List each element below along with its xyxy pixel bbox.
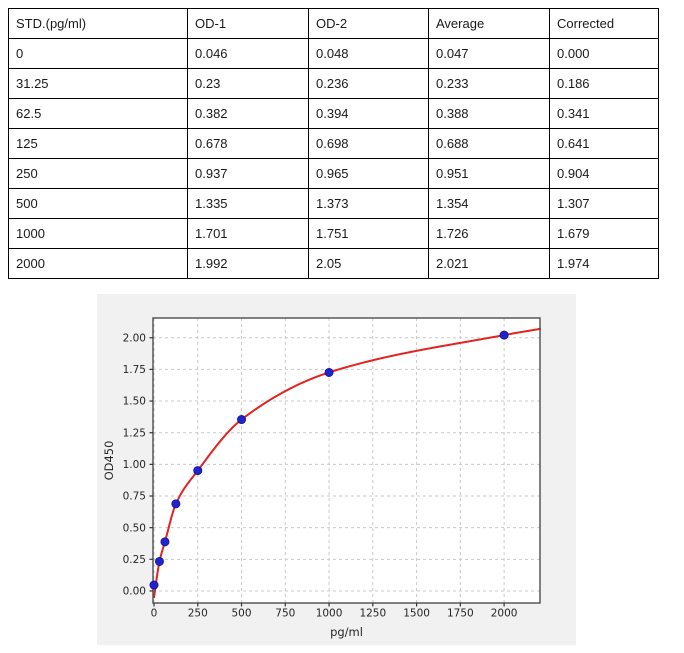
y-tick-label: 2.00 <box>123 332 146 344</box>
table-cell: 1.354 <box>428 188 550 219</box>
table-row: 125 0.678 0.698 0.688 0.641 <box>8 128 659 159</box>
table-row: 2000 1.992 2.05 2.021 1.974 <box>8 248 659 279</box>
y-tick-label: 1.25 <box>123 427 146 439</box>
column-header: OD-2 <box>308 8 429 39</box>
table-row: 500 1.335 1.373 1.354 1.307 <box>8 188 659 219</box>
table-cell: 31.25 <box>8 68 188 99</box>
x-tick-label: 750 <box>275 608 295 620</box>
table-cell: 0.937 <box>187 158 309 189</box>
y-axis-label: OD450 <box>102 441 116 481</box>
standard-curve-chart: 0 250 500 750 1000 1250 1500 1750 2000 0.00 0.25 0.… <box>97 294 576 645</box>
table-cell: 2000 <box>8 248 188 279</box>
data-point <box>160 537 170 547</box>
table-cell: 0.048 <box>308 38 429 69</box>
table-row: 31.25 0.23 0.236 0.233 0.186 <box>8 68 659 99</box>
x-tick-label: 1250 <box>359 608 386 620</box>
table-cell: 1.307 <box>549 188 659 219</box>
y-tick-label: 0.00 <box>123 586 146 598</box>
table-cell: 2.021 <box>428 248 550 279</box>
table-cell: 62.5 <box>8 98 188 129</box>
x-tick-label: 0 <box>151 608 158 620</box>
data-point <box>171 499 181 509</box>
table-cell: 1000 <box>8 218 188 249</box>
table-cell: 0.000 <box>549 38 659 69</box>
table-cell: 0.23 <box>187 68 309 99</box>
table-cell: 0.046 <box>187 38 309 69</box>
y-tick-label: 1.75 <box>123 364 146 376</box>
data-point <box>324 367 334 377</box>
table-cell: 0.951 <box>428 158 550 189</box>
table-cell: 0.186 <box>549 68 659 99</box>
table-cell: 125 <box>8 128 188 159</box>
table-cell: 0.382 <box>187 98 309 129</box>
table-cell: 1.679 <box>549 218 659 249</box>
x-tick-label: 500 <box>232 608 252 620</box>
table-cell: 0.236 <box>308 68 429 99</box>
x-tick-label: 1750 <box>447 608 474 620</box>
table-cell: 1.335 <box>187 188 309 219</box>
data-point <box>154 556 164 566</box>
plot-area <box>153 318 540 603</box>
table-row: 1000 1.701 1.751 1.726 1.679 <box>8 218 659 249</box>
table-cell: 1.726 <box>428 218 550 249</box>
table-cell: 0.233 <box>428 68 550 99</box>
data-point <box>193 466 203 476</box>
table-cell: 0.965 <box>308 158 429 189</box>
table-cell: 2.05 <box>308 248 429 279</box>
x-axis-label: pg/ml <box>330 625 363 639</box>
x-tick-label: 2000 <box>491 608 518 620</box>
table-cell: 0.047 <box>428 38 550 69</box>
y-tick-label: 0.25 <box>123 554 146 566</box>
column-header: Corrected <box>549 8 659 39</box>
standard-curve-figure: 0 250 500 750 1000 1250 1500 1750 2000 0.00 0.25 0.… <box>97 294 576 645</box>
y-tick-label: 0.75 <box>123 491 146 503</box>
y-tick-label: 1.50 <box>123 396 146 408</box>
data-point <box>149 580 159 590</box>
table-cell: 0 <box>8 38 188 69</box>
table-cell: 0.394 <box>308 98 429 129</box>
y-tick-label: 0.50 <box>123 522 146 534</box>
x-tick-label: 1500 <box>403 608 430 620</box>
data-point <box>499 330 509 340</box>
table-cell: 1.974 <box>549 248 659 279</box>
table-cell: 1.992 <box>187 248 309 279</box>
standards-table-header-row: STD.(pg/ml) OD-1 OD-2 Average Corrected <box>8 8 659 39</box>
table-cell: 0.698 <box>308 128 429 159</box>
table-row: 0 0.046 0.048 0.047 0.000 <box>8 38 659 69</box>
standards-table: STD.(pg/ml) OD-1 OD-2 Average Corrected 0 0.0… <box>8 8 659 279</box>
table-cell: 0.388 <box>428 98 550 129</box>
table-cell: 0.904 <box>549 158 659 189</box>
x-tick-label: 250 <box>188 608 208 620</box>
table-cell: 0.341 <box>549 98 659 129</box>
table-cell: 0.641 <box>549 128 659 159</box>
y-tick-label: 1.00 <box>123 459 146 471</box>
table-cell: 1.751 <box>308 218 429 249</box>
table-cell: 0.688 <box>428 128 550 159</box>
table-cell: 0.678 <box>187 128 309 159</box>
x-tick-label: 1000 <box>316 608 343 620</box>
column-header: Average <box>428 8 550 39</box>
table-cell: 250 <box>8 158 188 189</box>
table-cell: 1.373 <box>308 188 429 219</box>
column-header: OD-1 <box>187 8 309 39</box>
column-header: STD.(pg/ml) <box>8 8 188 39</box>
table-row: 250 0.937 0.965 0.951 0.904 <box>8 158 659 189</box>
table-row: 62.5 0.382 0.394 0.388 0.341 <box>8 98 659 129</box>
table-cell: 500 <box>8 188 188 219</box>
data-point <box>237 415 247 425</box>
table-cell: 1.701 <box>187 218 309 249</box>
plot-frame <box>152 317 541 604</box>
